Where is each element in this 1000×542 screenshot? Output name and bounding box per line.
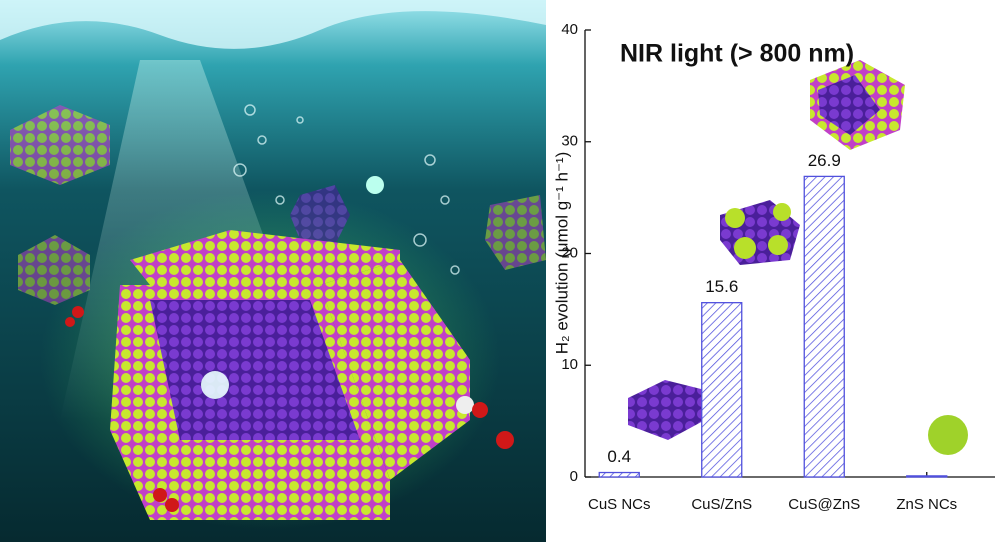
y-tick-label: 40 xyxy=(561,21,578,38)
bar xyxy=(803,175,845,478)
water-surface xyxy=(0,0,546,49)
x-tick-label: CuS/ZnS xyxy=(691,496,752,513)
small-crystal xyxy=(10,105,110,185)
zns-icon xyxy=(928,415,968,455)
y-tick-label: 0 xyxy=(570,468,578,485)
x-tick-label: CuS@ZnS xyxy=(788,496,860,513)
value-label: 15.6 xyxy=(705,277,738,296)
y-tick-label: 10 xyxy=(561,356,578,373)
x-tick-label: ZnS NCs xyxy=(896,496,957,513)
bar xyxy=(598,471,640,478)
value-label: 0.4 xyxy=(607,447,631,466)
bar xyxy=(906,475,948,478)
chart-title: NIR light (> 800 nm) xyxy=(620,40,854,68)
cus-icon xyxy=(628,380,705,440)
nanocrystal-icons xyxy=(628,60,968,455)
y-tick-label: 30 xyxy=(561,133,578,150)
value-label: 26.9 xyxy=(808,151,841,170)
cube-core xyxy=(150,300,360,440)
molecules xyxy=(65,176,514,512)
spark xyxy=(201,371,229,399)
bar-chart: NIR light (> 800 nm) H₂ evolution (μmol … xyxy=(552,21,995,513)
cube-side xyxy=(320,260,470,480)
y-tick-label: 20 xyxy=(561,244,578,261)
y-axis-label: H₂ evolution (μmol g⁻¹ h⁻¹) xyxy=(552,152,571,355)
bar xyxy=(701,302,743,478)
small-crystal xyxy=(290,185,350,245)
small-crystal xyxy=(18,235,90,305)
cus-at-zns-core xyxy=(818,75,880,135)
small-crystal xyxy=(485,195,546,270)
illustration xyxy=(0,0,546,542)
cube-top xyxy=(130,230,400,285)
x-tick-label: CuS NCs xyxy=(588,496,651,513)
bubbles xyxy=(233,104,460,275)
